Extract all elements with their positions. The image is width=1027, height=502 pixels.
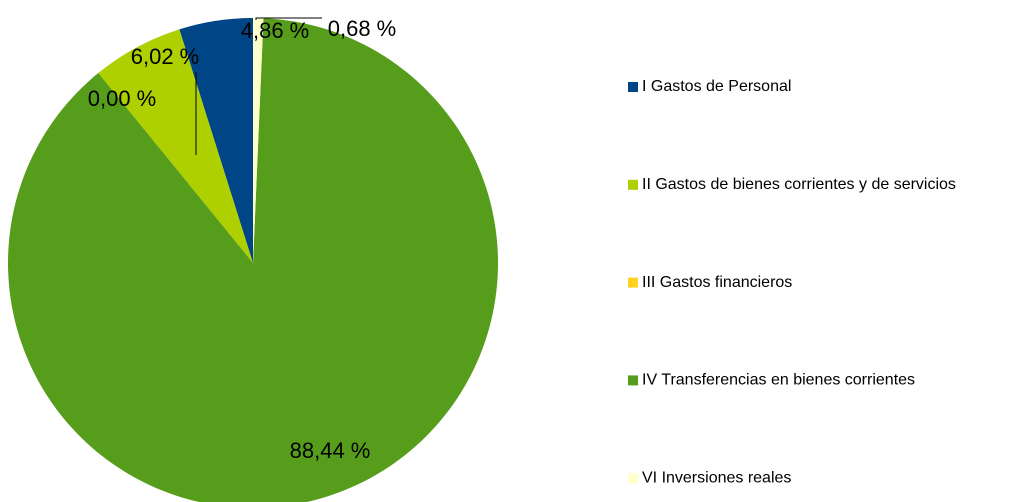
pie-slice — [253, 18, 264, 263]
legend-swatch — [628, 82, 638, 92]
value-label: 4,86 % — [241, 18, 310, 43]
legend-label: III Gastos financieros — [642, 274, 792, 291]
value-label: 6,02 % — [131, 44, 200, 69]
value-label: 88,44 % — [290, 438, 371, 463]
legend-label: VI Inversiones reales — [642, 469, 791, 486]
legend-swatch — [628, 179, 638, 190]
legend-label: I Gastos de Personal — [642, 78, 791, 95]
value-label: 0,68 % — [328, 16, 397, 41]
legend-swatch — [628, 375, 638, 386]
leader-line — [255, 17, 322, 20]
legend-label: II Gastos de bienes corrientes y de serv… — [642, 176, 956, 193]
legend-label: IV Transferencias en bienes corrientes — [642, 372, 915, 389]
value-label: 0,00 % — [88, 86, 157, 111]
pie-slice — [8, 18, 498, 502]
pie-slice — [179, 18, 253, 263]
legend-swatch — [628, 277, 638, 288]
pie-slice — [98, 29, 253, 264]
legend-swatch — [628, 473, 638, 484]
